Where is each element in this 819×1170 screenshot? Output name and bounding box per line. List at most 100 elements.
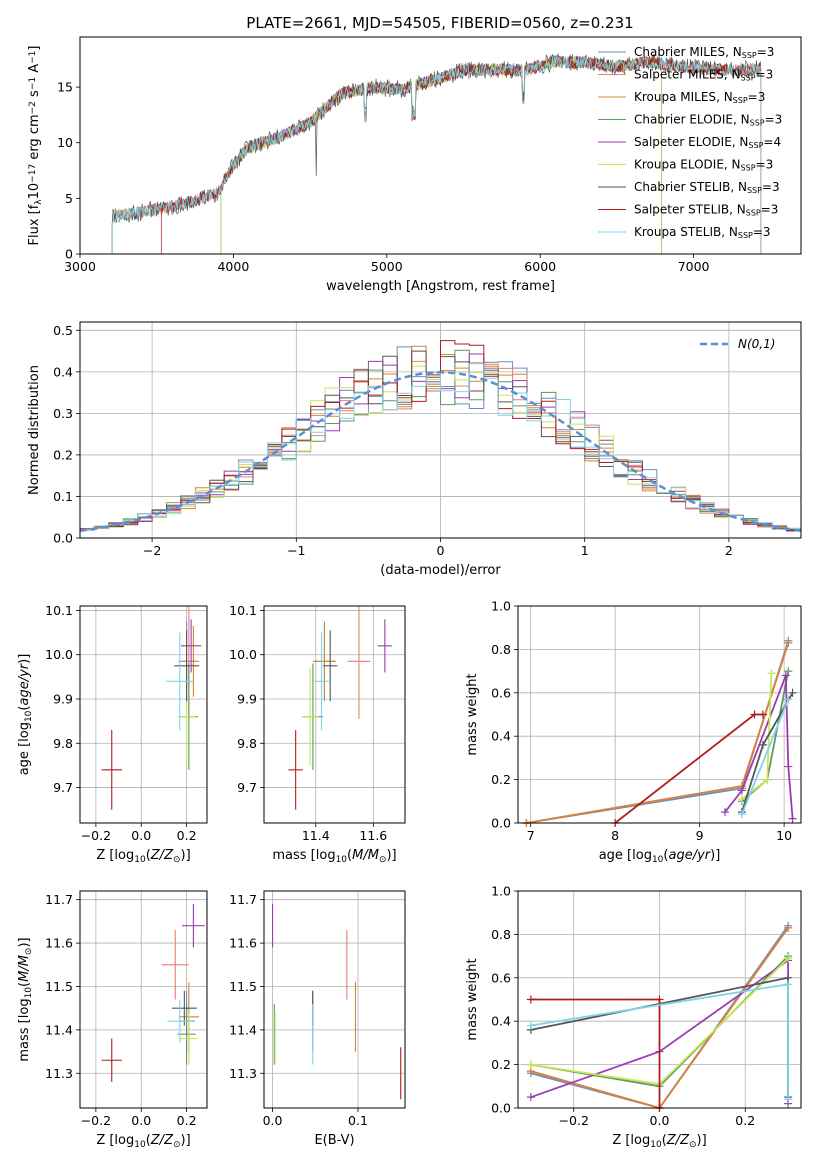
mass-weight-marker-salpeter_stelib — [526, 995, 535, 1004]
legend-imf: Salpeter ELODIE — [634, 135, 732, 149]
x-tick-label: 0.0 — [650, 1113, 670, 1128]
mass-weight-marker-kroupa_miles — [784, 923, 793, 932]
legend-nssp: 3 — [771, 203, 779, 217]
mass-weight-marker-chabrier_stelib — [788, 688, 797, 697]
x-tick-label: 7000 — [678, 259, 710, 274]
axes-frame — [79, 890, 208, 1109]
y-tick-label: 11.4 — [229, 1022, 257, 1037]
y-tick-label: 0.0 — [53, 531, 73, 546]
y-tick-label: 11.6 — [45, 936, 73, 951]
x-tick-label: 2 — [725, 543, 733, 558]
mass-weight-marker-kroupa_elodie — [737, 795, 746, 804]
histogram-kroupa_stelib — [80, 363, 801, 534]
y-tick-label: 0.2 — [491, 772, 511, 787]
spectrum-panel: 3000 4000 5000 6000 7000 0 5 10 15 wavelength [An… — [27, 36, 802, 294]
errorbar-group — [288, 606, 393, 810]
y-axis-label: mass weight — [465, 958, 480, 1040]
y-axis-label: age [log10(age/yr)] — [17, 654, 34, 776]
mass-weight-marker-kroupa_stelib — [526, 1021, 535, 1030]
y-tick-label: 9.9 — [53, 692, 73, 707]
y-tick-label: 0.0 — [491, 1101, 511, 1116]
x-tick-label: −1 — [287, 543, 305, 558]
x-axis-label: Z [log10(Z/Z⊙)] — [96, 848, 190, 865]
y-tick-label: 0.2 — [53, 447, 73, 462]
mass-weight-marker-kroupa_elodie — [763, 775, 772, 784]
x-tick-label: −2 — [143, 543, 161, 558]
x-tick-label: 0.1 — [348, 1113, 368, 1128]
axes-frame — [517, 890, 802, 1109]
legend-nssp: 3 — [758, 90, 766, 104]
y-tick-label: 11.3 — [229, 1066, 257, 1081]
legend-imf: Chabrier MILES — [634, 45, 725, 59]
spectrum-line-salpeter_elodie — [220, 55, 662, 254]
y-tick-label: 0.6 — [491, 685, 511, 700]
y-tick-label: 9.7 — [237, 780, 257, 795]
y-tick-label: 15 — [57, 80, 73, 95]
x-tick-label: 7 — [527, 828, 535, 843]
axes-frame — [263, 605, 406, 824]
x-axis-label: Z [log10(Z/Z⊙)] — [612, 1133, 706, 1150]
mass-weight-marker-kroupa_elodie — [767, 669, 776, 678]
y-tick-label: 9.8 — [237, 736, 257, 751]
x-axis-label: Z [log10(Z/Z⊙)] — [96, 1133, 190, 1150]
x-tick-label: 11.6 — [359, 828, 387, 843]
x-axis-label: age [log10(age/yr)] — [599, 848, 721, 865]
x-tick-label: 0.2 — [177, 828, 197, 843]
x-tick-label: 0.2 — [177, 1113, 197, 1128]
legend-label-chabrier_elodie: Chabrier ELODIE, NSSP=3 — [634, 113, 782, 128]
x-tick-label: 8 — [611, 828, 619, 843]
y-tick-label: 0 — [65, 247, 73, 262]
y-axis-label: Normed distribution — [27, 365, 42, 495]
mass-vs-ebv-panel: 0.0 0.1 11.3 11.4 11.5 11.6 11.7 E(B-V) — [229, 890, 406, 1148]
legend-imf: Chabrier STELIB — [634, 180, 730, 194]
y-tick-label: 1.0 — [491, 884, 511, 899]
axes-frame — [517, 605, 802, 824]
legend-label-kroupa_miles: Kroupa MILES, NSSP=3 — [634, 90, 765, 105]
y-tick-label: 0.0 — [491, 816, 511, 831]
y-tick-label: 0.3 — [53, 406, 73, 421]
y-tick-label: 9.8 — [53, 736, 73, 751]
mass-weight-marker-salpeter_elodie — [720, 808, 729, 817]
spectrum-line-kroupa_miles — [111, 55, 762, 254]
mass-weight-marker-kroupa_stelib — [784, 695, 793, 704]
y-tick-label: 0.4 — [53, 364, 73, 379]
spectrum-line-kroupa_stelib — [111, 55, 762, 254]
x-tick-label: 10 — [776, 828, 792, 843]
errorbar-group — [101, 606, 202, 810]
legend-imf: Salpeter STELIB — [634, 203, 729, 217]
y-tick-label: 0.5 — [53, 323, 73, 338]
spectra-group — [111, 53, 762, 254]
spectrum-line-chabrier_elodie — [220, 55, 662, 254]
x-tick-label: 9 — [696, 828, 704, 843]
mass-weight-marker-salpeter_elodie — [784, 762, 793, 771]
mass-weight-marker-chabrier_stelib — [758, 740, 767, 749]
mass-weight-marker-salpeter_stelib — [758, 710, 767, 719]
y-tick-label: 11.5 — [45, 979, 73, 994]
legend-label-kroupa_stelib: Kroupa STELIB, NSSP=3 — [634, 225, 771, 240]
x-tick-label: −0.2 — [81, 828, 111, 843]
y-tick-label: 10 — [57, 135, 73, 150]
x-tick-label: 0.0 — [131, 1113, 151, 1128]
x-axis-label: (data-model)/error — [380, 563, 501, 578]
y-tick-label: 9.9 — [237, 692, 257, 707]
figure-title: PLATE=2661, MJD=54505, FIBERID=0560, z=0… — [246, 14, 633, 32]
legend-imf: Kroupa MILES — [634, 90, 716, 104]
errorbar-group — [271, 904, 402, 1100]
y-tick-label: 0.8 — [491, 642, 511, 657]
y-tick-label: 0.8 — [491, 927, 511, 942]
y-tick-label: 10.1 — [45, 603, 73, 618]
mass-weight-marker-salpeter_elodie — [737, 786, 746, 795]
mass-weight-marker-kroupa_elodie — [526, 1060, 535, 1069]
x-tick-label: 1 — [581, 543, 589, 558]
x-tick-label: −0.2 — [559, 1113, 589, 1128]
normal-curve — [80, 371, 801, 532]
mass-weight-marker-kroupa_stelib — [737, 810, 746, 819]
x-tick-label: 0.0 — [131, 828, 151, 843]
y-tick-label: 0.4 — [491, 1014, 511, 1029]
legend-label-kroupa_elodie: Kroupa ELODIE, NSSP=3 — [634, 158, 773, 173]
x-tick-label: 0.0 — [263, 1113, 283, 1128]
y-tick-label: 0.2 — [491, 1057, 511, 1072]
y-tick-label: 9.7 — [53, 780, 73, 795]
y-tick-label: 11.7 — [45, 892, 73, 907]
